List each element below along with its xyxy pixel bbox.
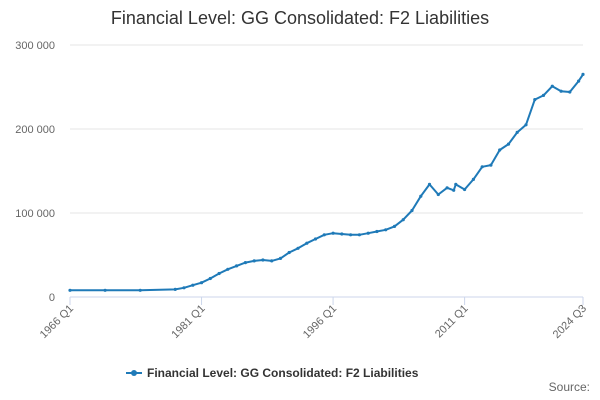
data-point[interactable] <box>581 72 585 76</box>
data-point[interactable] <box>452 188 456 192</box>
series-line[interactable] <box>70 73 584 292</box>
data-point[interactable] <box>445 186 449 190</box>
data-point[interactable] <box>331 231 335 235</box>
data-point[interactable] <box>515 130 519 134</box>
data-point[interactable] <box>384 228 388 232</box>
data-point[interactable] <box>340 232 344 236</box>
data-point[interactable] <box>305 241 309 245</box>
data-point[interactable] <box>208 276 212 281</box>
data-point[interactable] <box>419 194 423 198</box>
legend[interactable]: Financial Level: GG Consolidated: F2 Lia… <box>126 366 419 380</box>
axes: 0 100 000 200 000 300 000 1966 Q1 1981 Q1 1996… <box>15 40 589 341</box>
data-point[interactable] <box>489 163 493 167</box>
data-point[interactable] <box>454 182 458 186</box>
x-tick-label: 1996 Q1 <box>301 303 339 341</box>
data-point[interactable] <box>270 259 274 263</box>
legend-label[interactable]: Financial Level: GG Consolidated: F2 Lia… <box>147 366 419 380</box>
data-point[interactable] <box>182 286 186 290</box>
data-point[interactable] <box>463 187 467 192</box>
x-tick-label: 2011 Q1 <box>433 303 471 341</box>
data-point[interactable] <box>103 288 107 292</box>
data-point[interactable] <box>191 283 195 287</box>
data-point[interactable] <box>410 208 414 213</box>
data-point[interactable] <box>568 90 572 94</box>
data-point[interactable] <box>480 165 484 169</box>
data-point[interactable] <box>392 224 397 228</box>
data-point[interactable] <box>138 288 142 292</box>
y-tick-label: 200 000 <box>15 124 55 136</box>
data-point[interactable] <box>375 229 379 234</box>
legend-marker <box>131 370 137 376</box>
data-point[interactable] <box>68 288 72 292</box>
y-tick-label: 300 000 <box>15 40 55 52</box>
data-point[interactable] <box>366 231 370 235</box>
data-point[interactable] <box>541 93 546 97</box>
data-point[interactable] <box>217 271 221 276</box>
data-point[interactable] <box>357 233 361 237</box>
data-point[interactable] <box>533 98 537 102</box>
data-point[interactable] <box>349 233 353 237</box>
data-point[interactable] <box>313 237 318 241</box>
data-point[interactable] <box>322 233 326 237</box>
data-point[interactable] <box>199 281 204 285</box>
data-point[interactable] <box>296 246 300 250</box>
gridlines <box>70 44 583 214</box>
series-layer <box>68 72 585 292</box>
data-point[interactable] <box>577 79 581 83</box>
data-point[interactable] <box>261 258 265 262</box>
data-point[interactable] <box>559 89 563 93</box>
x-tick-label: 2024 Q3 <box>551 303 589 341</box>
x-tick-label: 1966 Q1 <box>38 303 76 341</box>
chart-title: Financial Level: GG Consolidated: F2 Lia… <box>110 8 490 28</box>
y-tick-label: 100 000 <box>15 208 55 220</box>
data-point[interactable] <box>401 218 405 222</box>
data-point[interactable] <box>427 182 432 186</box>
data-point[interactable] <box>226 267 230 271</box>
data-point[interactable] <box>436 192 440 197</box>
source-label: Source: <box>548 380 590 394</box>
data-point[interactable] <box>506 142 511 146</box>
y-tick-label: 0 <box>49 292 55 304</box>
x-tick-label: 1981 Q1 <box>169 303 207 341</box>
data-point[interactable] <box>252 259 256 263</box>
data-point[interactable] <box>235 264 239 268</box>
data-point[interactable] <box>550 84 554 88</box>
data-point[interactable] <box>287 250 291 255</box>
data-point[interactable] <box>243 261 247 265</box>
data-point[interactable] <box>278 256 283 260</box>
data-point[interactable] <box>173 287 177 291</box>
data-point[interactable] <box>498 148 502 152</box>
data-point[interactable] <box>524 123 528 127</box>
data-point[interactable] <box>471 177 475 181</box>
